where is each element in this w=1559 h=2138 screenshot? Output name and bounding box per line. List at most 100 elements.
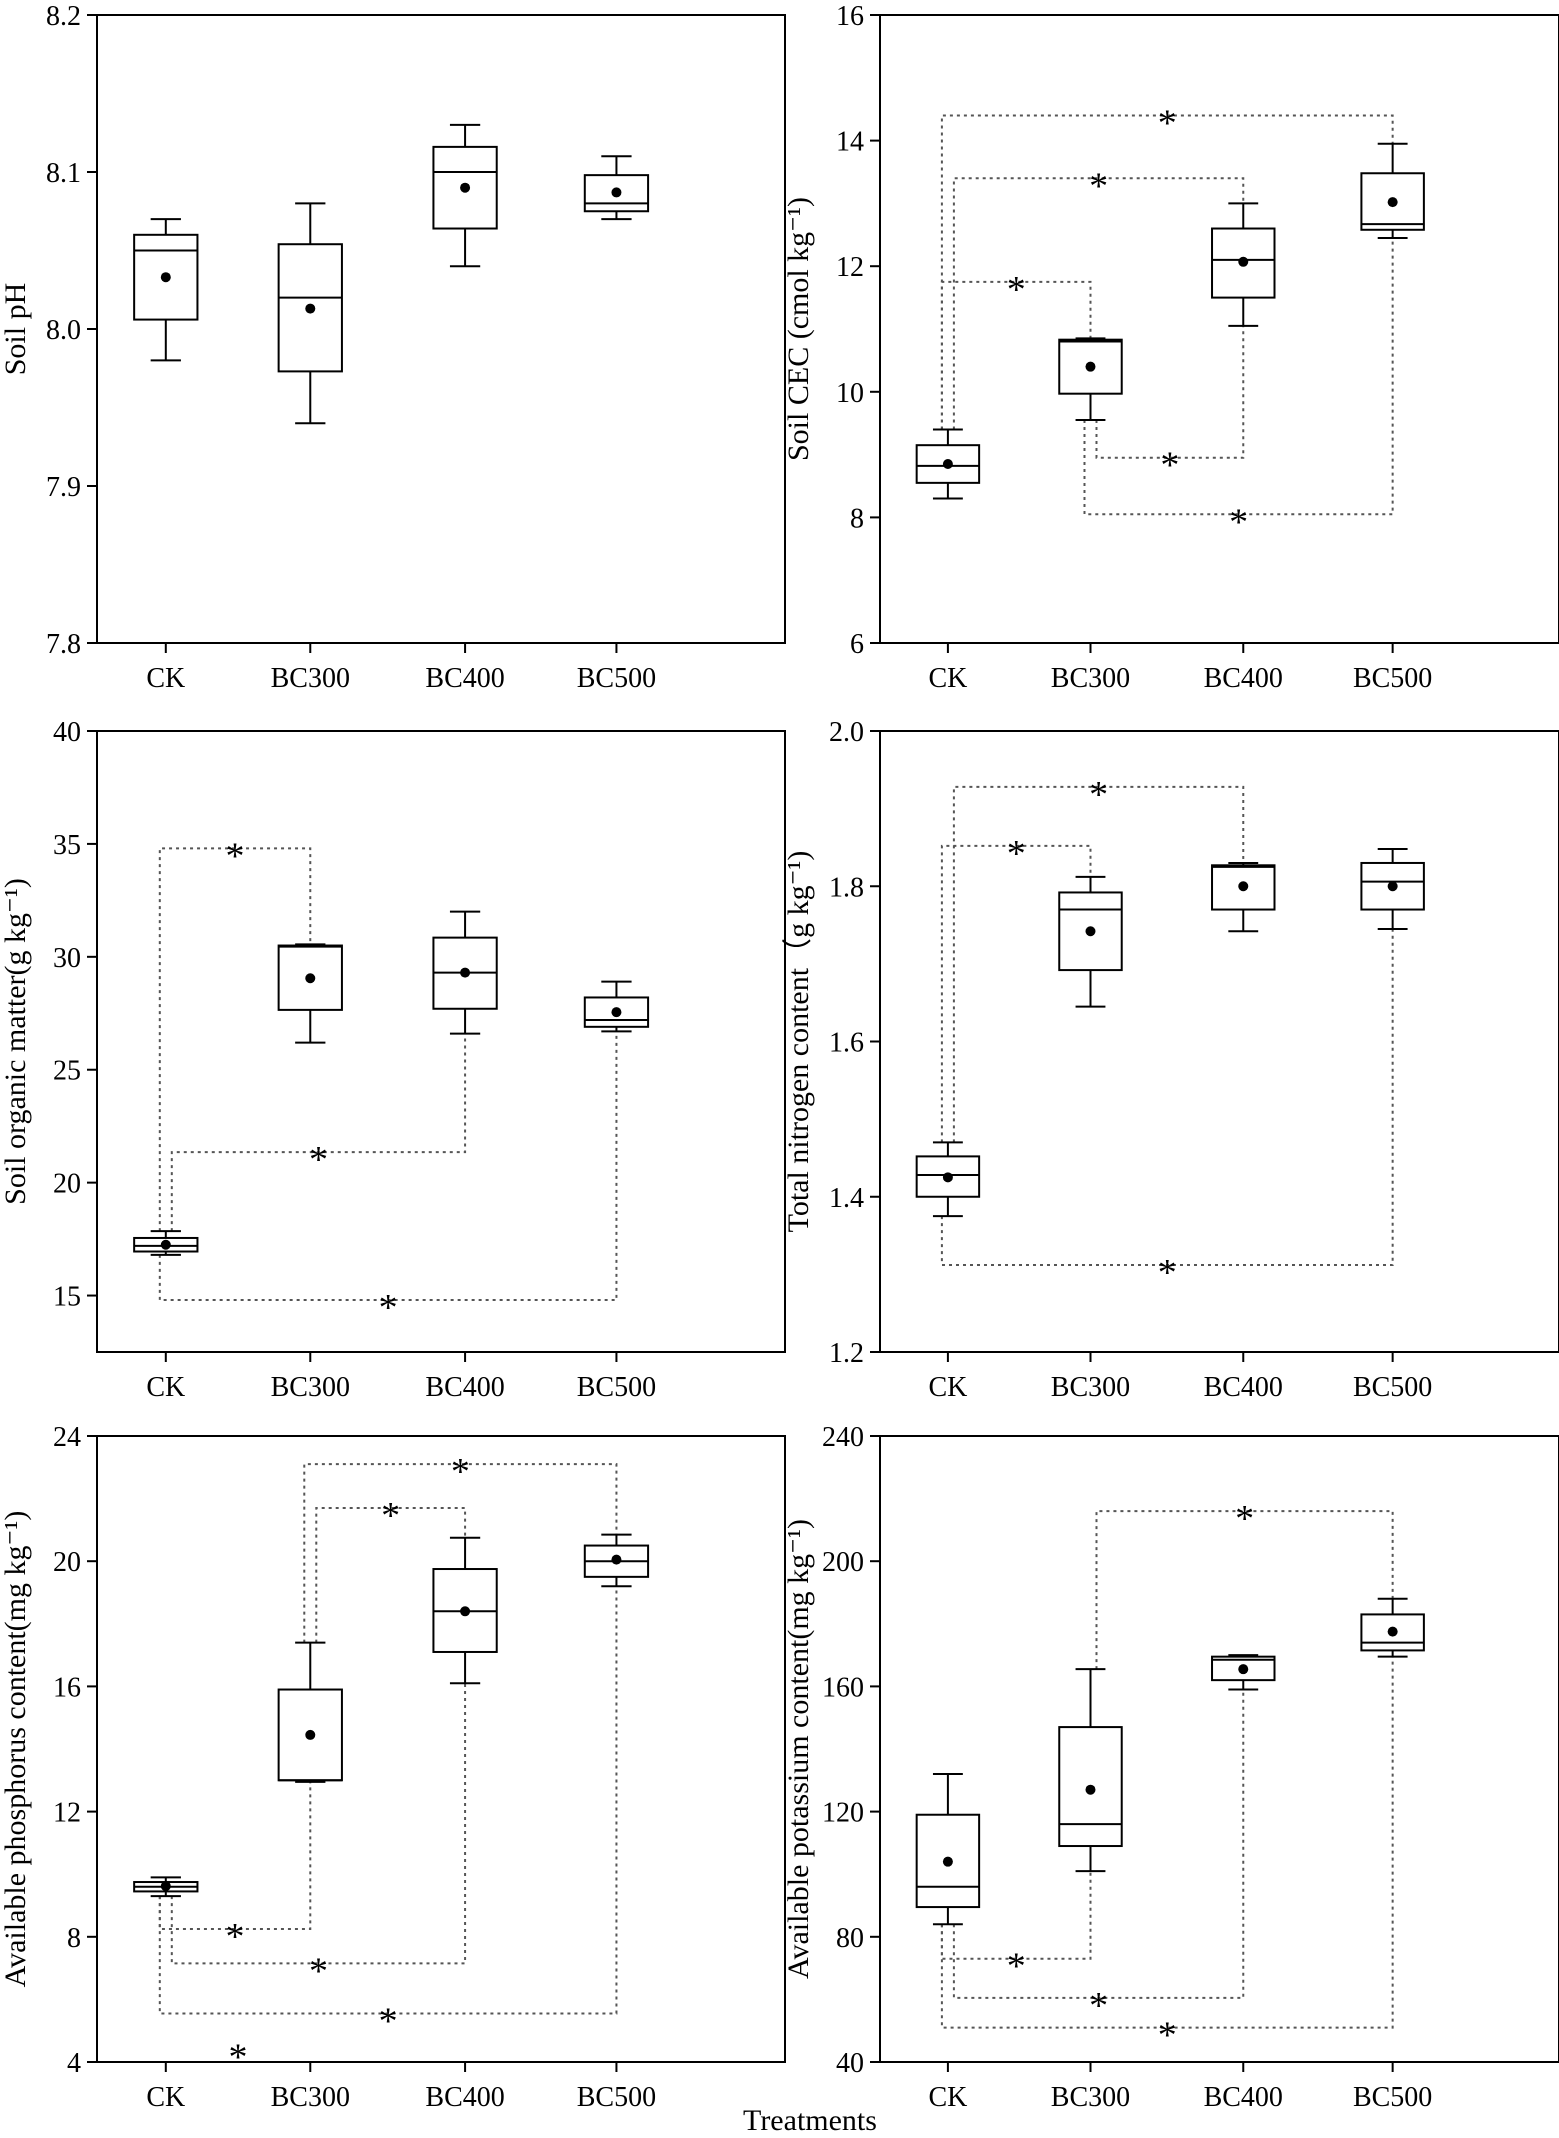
mean-point bbox=[1085, 926, 1096, 937]
box-bc400 bbox=[432, 1536, 498, 1685]
y-tick-label: 6 bbox=[850, 629, 864, 660]
y-tick-label: 1.6 bbox=[829, 1028, 864, 1059]
box-bc400 bbox=[432, 123, 498, 268]
mean-point bbox=[1387, 1626, 1398, 1637]
iqr-box bbox=[915, 1813, 981, 1909]
box-ck bbox=[915, 428, 981, 500]
significance-bracket bbox=[1095, 1510, 1394, 1670]
x-tick-label: BC400 bbox=[425, 663, 504, 694]
y-tick-label: 8 bbox=[67, 1923, 81, 1954]
y-tick-label: 7.8 bbox=[46, 629, 81, 660]
x-tick-label: BC400 bbox=[1204, 1372, 1283, 1403]
significance-star: * bbox=[1158, 2015, 1177, 2057]
box-bc500 bbox=[583, 1533, 650, 1588]
y-tick-label: 15 bbox=[53, 1282, 81, 1313]
box-bc300 bbox=[1058, 337, 1123, 422]
iqr-box bbox=[1360, 1613, 1425, 1652]
x-tick-label: BC300 bbox=[1051, 2082, 1130, 2113]
mean-point bbox=[305, 1729, 316, 1740]
box-bc400 bbox=[1211, 861, 1276, 933]
box-ck bbox=[915, 1773, 981, 1926]
mean-point bbox=[611, 1007, 622, 1018]
significance-star: * bbox=[309, 1950, 328, 1992]
box-ck bbox=[133, 218, 199, 362]
y-tick-label: 120 bbox=[822, 1798, 864, 1829]
significance-star: * bbox=[1235, 1498, 1254, 1540]
x-tick-label: BC500 bbox=[577, 663, 656, 694]
mean-point bbox=[460, 182, 471, 193]
y-tick-label: 12 bbox=[53, 1798, 81, 1829]
mean-point bbox=[160, 272, 171, 283]
mean-point bbox=[1085, 1784, 1096, 1795]
x-tick-label: CK bbox=[928, 663, 967, 694]
mean-point bbox=[1085, 361, 1096, 372]
plot-frame bbox=[96, 1435, 786, 2063]
mean-point bbox=[460, 1606, 471, 1617]
x-tick-label: BC300 bbox=[271, 2082, 350, 2113]
y-tick-label: 2.0 bbox=[829, 717, 864, 748]
y-tick-label: 4 bbox=[67, 2048, 81, 2079]
y-tick-label: 200 bbox=[822, 1547, 864, 1578]
y-tick-label: 40 bbox=[836, 2048, 864, 2079]
significance-star: * bbox=[1007, 833, 1026, 875]
significance-bracket bbox=[952, 785, 1245, 1143]
mean-point bbox=[1387, 881, 1398, 892]
significance-star: * bbox=[309, 1139, 328, 1181]
significance-bracket bbox=[158, 1781, 312, 1930]
x-tick-label: BC300 bbox=[271, 1372, 350, 1403]
significance-star: * bbox=[1229, 501, 1248, 543]
mean-point bbox=[460, 967, 471, 978]
y-tick-label: 160 bbox=[822, 1672, 864, 1703]
box-ck bbox=[133, 1230, 199, 1256]
y-tick-label: 20 bbox=[53, 1169, 81, 1200]
y-tick-label: 1.8 bbox=[829, 872, 864, 903]
y-axis-title: Soil organic matter(g kg⁻¹) bbox=[0, 878, 32, 1205]
box-bc500 bbox=[583, 155, 650, 221]
x-tick-label: CK bbox=[146, 1372, 185, 1403]
significance-star: * bbox=[379, 2000, 398, 2042]
y-tick-label: 7.9 bbox=[46, 472, 81, 503]
x-tick-label: BC300 bbox=[1051, 1372, 1130, 1403]
y-tick-label: 12 bbox=[836, 252, 864, 283]
chart-panel-1: 7.8 7.9 8.0 8.1 8.2 CK BC300 BC400 BC500 Soil pH bbox=[0, 1, 786, 694]
x-tick-label: BC400 bbox=[1204, 663, 1283, 694]
x-tick-label: BC500 bbox=[1353, 663, 1432, 694]
y-tick-label: 16 bbox=[836, 1, 864, 32]
mean-point bbox=[1387, 197, 1398, 208]
significance-star: * bbox=[1007, 269, 1026, 311]
significance-star: * bbox=[1007, 1946, 1026, 1988]
box-bc500 bbox=[583, 980, 650, 1033]
x-axis-title: Treatments bbox=[743, 2104, 877, 2137]
significance-bracket bbox=[940, 280, 1092, 430]
plot-frame bbox=[96, 14, 786, 644]
box-ck bbox=[133, 1876, 199, 1898]
significance-star: * bbox=[226, 835, 245, 877]
y-tick-label: 8 bbox=[850, 503, 864, 534]
significance-bracket bbox=[1083, 237, 1394, 516]
significance-bracket bbox=[158, 847, 312, 1232]
y-tick-label: 16 bbox=[53, 1672, 81, 1703]
y-tick-label: 40 bbox=[53, 717, 81, 748]
x-tick-label: CK bbox=[146, 2082, 185, 2113]
mean-point bbox=[942, 459, 953, 470]
significance-star: * bbox=[1158, 102, 1177, 144]
y-tick-label: 80 bbox=[836, 1923, 864, 1954]
x-tick-label: BC300 bbox=[1051, 663, 1130, 694]
x-tick-label: BC500 bbox=[1353, 1372, 1432, 1403]
mean-point bbox=[305, 303, 316, 314]
significance-bracket bbox=[952, 177, 1245, 430]
chart-panel-6: 40 80 120 160 200 240 CK BC300 BC400 BC500 Availab… bbox=[782, 1422, 1559, 2113]
significance-star: * bbox=[1158, 1252, 1177, 1294]
significance-star: * bbox=[1089, 165, 1108, 207]
box-bc300 bbox=[277, 1641, 343, 1783]
iqr-box bbox=[583, 174, 650, 213]
y-tick-label: 1.2 bbox=[829, 1338, 864, 1369]
mean-point bbox=[160, 1881, 171, 1892]
box-bc300 bbox=[277, 943, 343, 1044]
box-bc400 bbox=[432, 910, 498, 1035]
box-bc500 bbox=[1360, 1597, 1425, 1658]
y-tick-label: 20 bbox=[53, 1547, 81, 1578]
y-tick-label: 8.1 bbox=[46, 158, 81, 189]
x-tick-label: CK bbox=[928, 2082, 967, 2113]
